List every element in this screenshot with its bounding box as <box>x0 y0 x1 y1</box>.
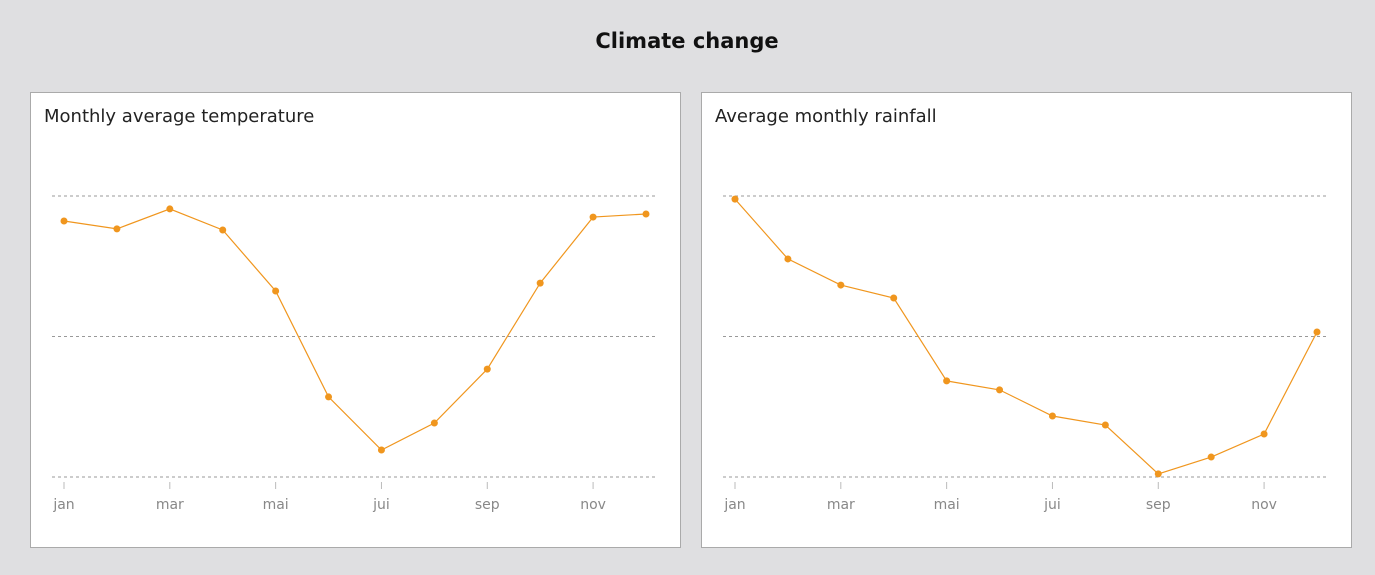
point <box>784 255 792 263</box>
point <box>113 225 121 233</box>
x-tick-label: jan <box>52 497 74 513</box>
point <box>890 294 898 302</box>
x-tick-label: jui <box>372 497 390 513</box>
point <box>731 195 739 203</box>
x-tick-label: sep <box>475 497 500 513</box>
point <box>837 281 845 289</box>
point <box>1313 328 1321 336</box>
x-tick-label: mar <box>827 497 855 513</box>
point <box>166 205 174 213</box>
point <box>1048 412 1056 420</box>
x-tick-label: sep <box>1146 497 1171 513</box>
point <box>642 210 650 218</box>
point <box>272 287 280 295</box>
point <box>1207 453 1215 461</box>
point <box>325 393 333 401</box>
chart-title: Monthly average temperature <box>44 106 314 127</box>
x-tick-label: mai <box>934 497 960 513</box>
x-tick-label: jui <box>1043 497 1061 513</box>
point <box>60 217 68 225</box>
page-title: Climate change <box>595 29 778 53</box>
line <box>734 198 1318 475</box>
point <box>536 279 544 287</box>
point <box>1154 470 1162 478</box>
x-tick-label: nov <box>580 497 606 513</box>
point <box>219 226 227 234</box>
point <box>430 419 438 427</box>
line <box>63 208 647 451</box>
panel <box>701 92 1352 548</box>
point <box>1101 421 1109 429</box>
point <box>483 365 491 373</box>
x-tick-label: mai <box>263 497 289 513</box>
x-tick-label: jan <box>723 497 745 513</box>
point <box>996 386 1004 394</box>
point <box>1260 430 1268 438</box>
point <box>589 213 597 221</box>
x-tick-label: nov <box>1251 497 1277 513</box>
panel <box>30 92 681 548</box>
chart-title: Average monthly rainfall <box>715 106 937 127</box>
x-tick-label: mar <box>156 497 184 513</box>
point <box>377 446 385 454</box>
point <box>943 377 951 385</box>
